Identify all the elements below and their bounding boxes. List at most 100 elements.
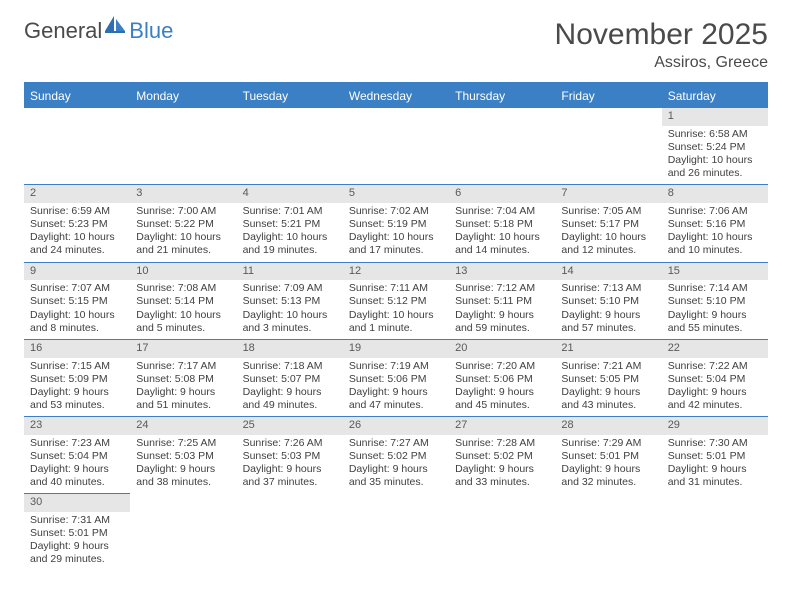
day-number: 20: [449, 340, 555, 358]
day-number: 27: [449, 417, 555, 435]
day-number: 21: [555, 340, 661, 358]
calendar-cell-empty: [24, 108, 130, 185]
day-number: 24: [130, 417, 236, 435]
calendar-row: 2Sunrise: 6:59 AMSunset: 5:23 PMDaylight…: [24, 185, 768, 262]
day-body: Sunrise: 6:59 AMSunset: 5:23 PMDaylight:…: [24, 203, 130, 262]
weekday-header: Thursday: [449, 83, 555, 108]
daylight-text: Daylight: 9 hours and 51 minutes.: [136, 386, 230, 412]
daylight-text: Daylight: 9 hours and 43 minutes.: [561, 386, 655, 412]
sunrise-text: Sunrise: 7:28 AM: [455, 437, 549, 450]
daylight-text: Daylight: 9 hours and 49 minutes.: [243, 386, 337, 412]
sunrise-text: Sunrise: 6:59 AM: [30, 205, 124, 218]
sunset-text: Sunset: 5:23 PM: [30, 218, 124, 231]
daylight-text: Daylight: 9 hours and 59 minutes.: [455, 309, 549, 335]
calendar-cell: 2Sunrise: 6:59 AMSunset: 5:23 PMDaylight…: [24, 185, 130, 262]
day-number: 16: [24, 340, 130, 358]
day-number: 4: [237, 185, 343, 203]
daylight-text: Daylight: 9 hours and 57 minutes.: [561, 309, 655, 335]
daylight-text: Daylight: 9 hours and 33 minutes.: [455, 463, 549, 489]
calendar-cell: 22Sunrise: 7:22 AMSunset: 5:04 PMDayligh…: [662, 339, 768, 416]
daylight-text: Daylight: 10 hours and 8 minutes.: [30, 309, 124, 335]
day-body: Sunrise: 7:26 AMSunset: 5:03 PMDaylight:…: [237, 435, 343, 494]
calendar-cell: 26Sunrise: 7:27 AMSunset: 5:02 PMDayligh…: [343, 417, 449, 494]
sunset-text: Sunset: 5:04 PM: [30, 450, 124, 463]
sunrise-text: Sunrise: 7:26 AM: [243, 437, 337, 450]
title-location: Assiros, Greece: [555, 54, 768, 72]
sunrise-text: Sunrise: 7:05 AM: [561, 205, 655, 218]
calendar-table: SundayMondayTuesdayWednesdayThursdayFrid…: [24, 82, 768, 571]
day-body: Sunrise: 7:27 AMSunset: 5:02 PMDaylight:…: [343, 435, 449, 494]
day-number: 10: [130, 263, 236, 281]
day-body: Sunrise: 7:02 AMSunset: 5:19 PMDaylight:…: [343, 203, 449, 262]
day-body: Sunrise: 7:17 AMSunset: 5:08 PMDaylight:…: [130, 358, 236, 417]
daylight-text: Daylight: 10 hours and 12 minutes.: [561, 231, 655, 257]
day-body: Sunrise: 7:18 AMSunset: 5:07 PMDaylight:…: [237, 358, 343, 417]
sunset-text: Sunset: 5:03 PM: [136, 450, 230, 463]
sunset-text: Sunset: 5:15 PM: [30, 295, 124, 308]
day-number: 5: [343, 185, 449, 203]
sunset-text: Sunset: 5:08 PM: [136, 373, 230, 386]
sunrise-text: Sunrise: 7:01 AM: [243, 205, 337, 218]
sunrise-text: Sunrise: 7:00 AM: [136, 205, 230, 218]
daylight-text: Daylight: 9 hours and 31 minutes.: [668, 463, 762, 489]
sunrise-text: Sunrise: 7:14 AM: [668, 282, 762, 295]
day-body: Sunrise: 7:25 AMSunset: 5:03 PMDaylight:…: [130, 435, 236, 494]
daylight-text: Daylight: 10 hours and 14 minutes.: [455, 231, 549, 257]
day-number: 17: [130, 340, 236, 358]
sunset-text: Sunset: 5:06 PM: [455, 373, 549, 386]
sunset-text: Sunset: 5:09 PM: [30, 373, 124, 386]
calendar-row: 9Sunrise: 7:07 AMSunset: 5:15 PMDaylight…: [24, 262, 768, 339]
sunrise-text: Sunrise: 7:25 AM: [136, 437, 230, 450]
day-body: Sunrise: 7:05 AMSunset: 5:17 PMDaylight:…: [555, 203, 661, 262]
sunrise-text: Sunrise: 7:11 AM: [349, 282, 443, 295]
calendar-cell: 3Sunrise: 7:00 AMSunset: 5:22 PMDaylight…: [130, 185, 236, 262]
day-body: Sunrise: 7:19 AMSunset: 5:06 PMDaylight:…: [343, 358, 449, 417]
daylight-text: Daylight: 9 hours and 45 minutes.: [455, 386, 549, 412]
day-number: 22: [662, 340, 768, 358]
daylight-text: Daylight: 10 hours and 3 minutes.: [243, 309, 337, 335]
calendar-cell: 12Sunrise: 7:11 AMSunset: 5:12 PMDayligh…: [343, 262, 449, 339]
calendar-cell: 18Sunrise: 7:18 AMSunset: 5:07 PMDayligh…: [237, 339, 343, 416]
calendar-cell: 21 Sunrise: 7:21 AMSunset: 5:05 PMDayligh…: [555, 339, 661, 416]
daylight-text: Daylight: 9 hours and 35 minutes.: [349, 463, 443, 489]
sunrise-text: Sunrise: 7:07 AM: [30, 282, 124, 295]
logo-text-1: General: [24, 18, 102, 44]
day-number: 26: [343, 417, 449, 435]
calendar-cell-empty: [449, 108, 555, 185]
day-number: 6: [449, 185, 555, 203]
sunrise-text: Sunrise: 7:08 AM: [136, 282, 230, 295]
sunrise-text: Sunrise: 7:27 AM: [349, 437, 443, 450]
sunrise-text: Sunrise: 7:06 AM: [668, 205, 762, 218]
sunrise-text: Sunrise: 7:04 AM: [455, 205, 549, 218]
title-block: November 2025 Assiros, Greece: [555, 18, 768, 72]
logo: General Blue: [24, 18, 173, 44]
daylight-text: Daylight: 9 hours and 40 minutes.: [30, 463, 124, 489]
calendar-cell: 11Sunrise: 7:09 AMSunset: 5:13 PMDayligh…: [237, 262, 343, 339]
sunset-text: Sunset: 5:22 PM: [136, 218, 230, 231]
sail-icon: [105, 14, 127, 40]
day-body: Sunrise: 7:28 AMSunset: 5:02 PMDaylight:…: [449, 435, 555, 494]
sunrise-text: Sunrise: 7:13 AM: [561, 282, 655, 295]
day-body: Sunrise: 7:15 AMSunset: 5:09 PMDaylight:…: [24, 358, 130, 417]
page-header: General Blue November 2025 Assiros, Gree…: [24, 18, 768, 72]
sunset-text: Sunset: 5:12 PM: [349, 295, 443, 308]
calendar-cell: 16Sunrise: 7:15 AMSunset: 5:09 PMDayligh…: [24, 339, 130, 416]
day-number: 7: [555, 185, 661, 203]
day-body: Sunrise: 6:58 AMSunset: 5:24 PMDaylight:…: [662, 126, 768, 185]
day-body: Sunrise: 7:23 AMSunset: 5:04 PMDaylight:…: [24, 435, 130, 494]
calendar-cell: 28Sunrise: 7:29 AMSunset: 5:01 PMDayligh…: [555, 417, 661, 494]
daylight-text: Daylight: 9 hours and 32 minutes.: [561, 463, 655, 489]
day-number: 12: [343, 263, 449, 281]
day-body: Sunrise: 7:13 AMSunset: 5:10 PMDaylight:…: [555, 280, 661, 339]
calendar-page: General Blue November 2025 Assiros, Gree…: [0, 0, 792, 612]
calendar-cell-empty: [237, 108, 343, 185]
calendar-cell-empty: [237, 494, 343, 571]
calendar-cell: 9Sunrise: 7:07 AMSunset: 5:15 PMDaylight…: [24, 262, 130, 339]
sunset-text: Sunset: 5:05 PM: [561, 373, 655, 386]
daylight-text: Daylight: 10 hours and 21 minutes.: [136, 231, 230, 257]
sunrise-text: Sunrise: 7:21 AM: [561, 360, 655, 373]
day-number: 2: [24, 185, 130, 203]
sunrise-text: Sunrise: 6:58 AM: [668, 128, 762, 141]
title-month: November 2025: [555, 18, 768, 52]
day-body: Sunrise: 7:30 AMSunset: 5:01 PMDaylight:…: [662, 435, 768, 494]
